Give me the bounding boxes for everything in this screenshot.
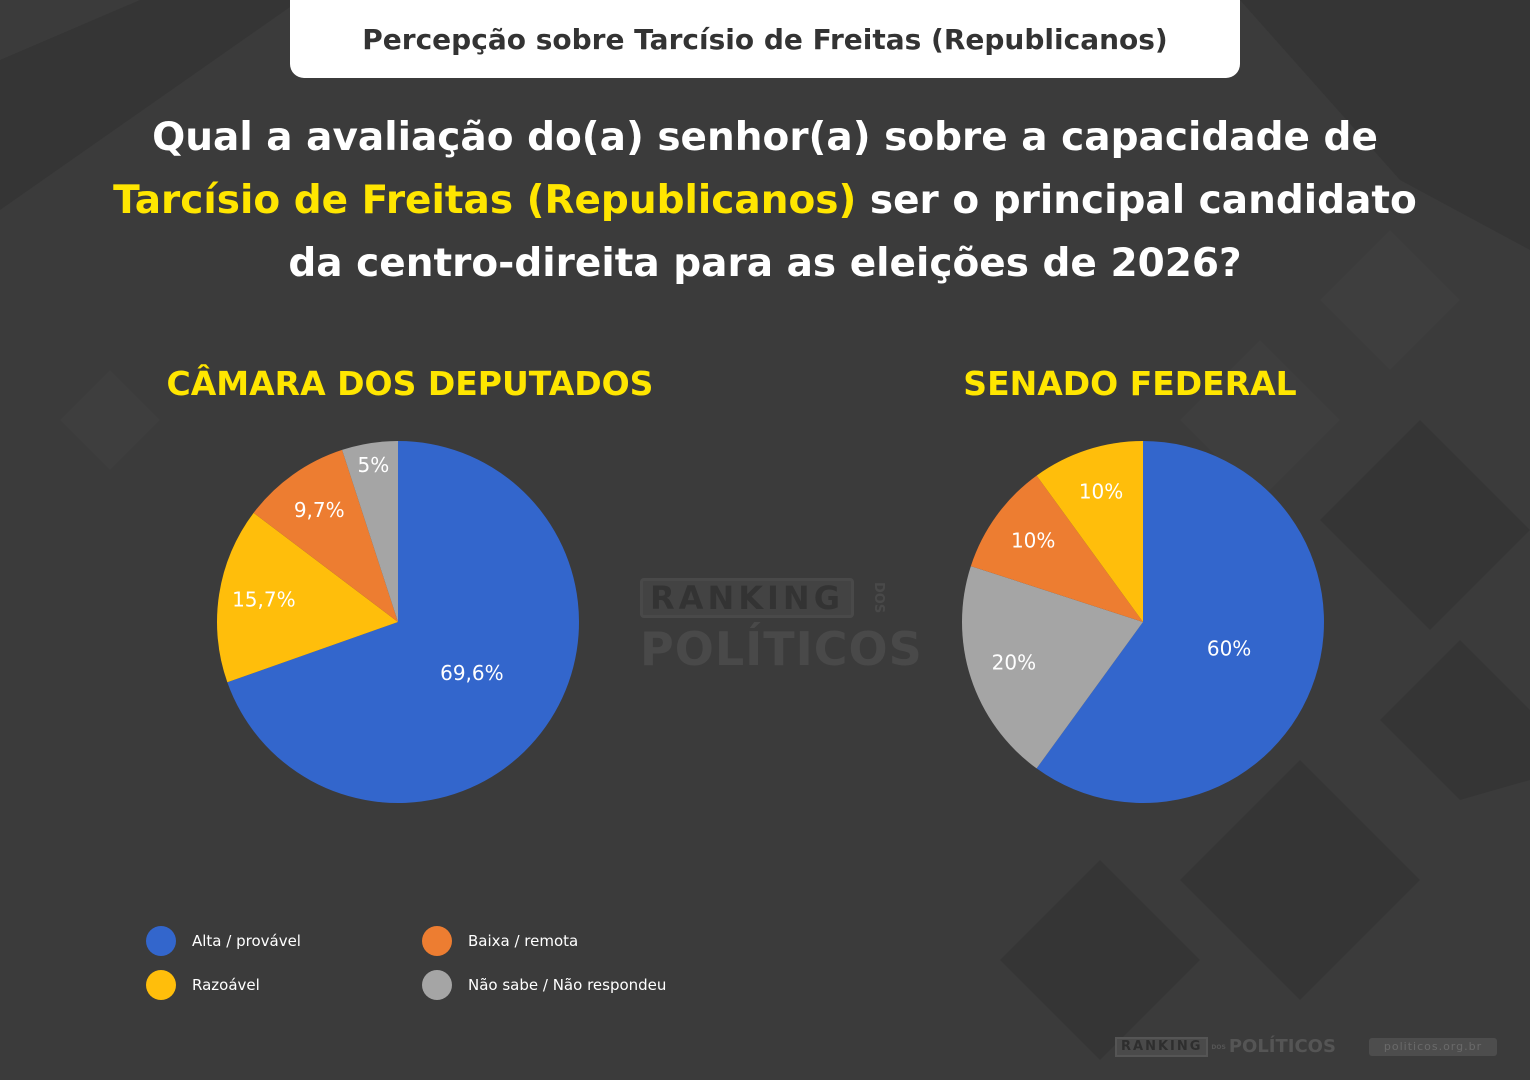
watermark-ranking: RANKING bbox=[640, 578, 854, 618]
chart-title-senado: SENADO FEDERAL bbox=[963, 364, 1297, 403]
footer-site-url: politicos.org.br bbox=[1369, 1038, 1497, 1056]
question-highlight: Tarcísio de Freitas (Republicanos) bbox=[113, 178, 857, 223]
legend-dot-alta bbox=[146, 926, 176, 956]
ranking-watermark: RANKING DOS POLÍTICOS bbox=[640, 574, 922, 678]
watermark-dos: DOS bbox=[871, 582, 886, 614]
header-banner: Percepção sobre Tarcísio de Freitas (Rep… bbox=[290, 0, 1240, 78]
legend-item-baixa: Baixa / remota bbox=[422, 926, 578, 956]
slice-label-razoavel: 10% bbox=[1079, 479, 1123, 503]
pie-slice-razoavel bbox=[1036, 441, 1143, 622]
pie-slice-alta-provavel bbox=[1036, 441, 1324, 803]
question-line-1: Qual a avaliação do(a) senhor(a) sobre a… bbox=[152, 115, 1378, 160]
footer-ranking: RANKING bbox=[1115, 1037, 1209, 1057]
slice-label-nao-sabe-nao-respondeu: 5% bbox=[357, 453, 389, 477]
pie-slice-nao-sabe-nao-respondeu bbox=[342, 441, 398, 622]
legend-dot-nao-sabe bbox=[422, 970, 452, 1000]
footer-politicos: POLÍTICOS bbox=[1228, 1036, 1336, 1057]
legend-label-razoavel: Razoável bbox=[192, 976, 260, 994]
pie-slice-alta-provavel bbox=[227, 441, 579, 803]
footer-logo: RANKING DOS POLÍTICOS bbox=[1115, 1037, 1336, 1057]
pie-slice-baixa-remota bbox=[970, 475, 1143, 622]
banner-title: Percepção sobre Tarcísio de Freitas (Rep… bbox=[362, 22, 1168, 56]
legend-item-nao-sabe: Não sabe / Não respondeu bbox=[422, 970, 666, 1000]
legend-label-nao-sabe: Não sabe / Não respondeu bbox=[468, 976, 667, 994]
slice-label-baixa-remota: 10% bbox=[1011, 529, 1055, 553]
pie-slice-razoavel bbox=[217, 512, 398, 683]
question-line-2: ser o principal candidato bbox=[869, 178, 1417, 223]
survey-question: Qual a avaliação do(a) senhor(a) sobre a… bbox=[40, 106, 1490, 295]
footer-dos: DOS bbox=[1211, 1043, 1226, 1051]
slice-label-razoavel: 15,7% bbox=[232, 588, 296, 612]
slice-label-alta-provavel: 69,6% bbox=[440, 661, 504, 685]
legend-item-razoavel: Razoável bbox=[146, 970, 260, 1000]
pie-chart-senado: 60% 20% 10% 10% bbox=[962, 441, 1324, 803]
slice-label-nao-sabe-nao-respondeu: 20% bbox=[992, 650, 1036, 674]
legend-dot-baixa bbox=[422, 926, 452, 956]
pie-slice-baixa-remota bbox=[253, 449, 398, 622]
question-line-3: da centro-direita para as eleições de 20… bbox=[288, 241, 1242, 286]
chart-title-camara: CÂMARA DOS DEPUTADOS bbox=[166, 364, 654, 403]
legend-item-alta: Alta / provável bbox=[146, 926, 301, 956]
chart-legend: Alta / provável Baixa / remota Razoável … bbox=[146, 926, 746, 1006]
watermark-politicos: POLÍTICOS bbox=[640, 622, 923, 676]
legend-dot-razoavel bbox=[146, 970, 176, 1000]
slice-label-baixa-remota: 9,7% bbox=[294, 498, 345, 522]
legend-label-alta: Alta / provável bbox=[192, 932, 301, 950]
legend-label-baixa: Baixa / remota bbox=[468, 932, 579, 950]
slice-label-alta-provavel: 60% bbox=[1207, 636, 1251, 660]
pie-slice-nao-sabe-nao-respondeu bbox=[962, 566, 1143, 769]
pie-chart-camara: 69,6% 15,7% 9,7% 5% bbox=[217, 441, 579, 803]
